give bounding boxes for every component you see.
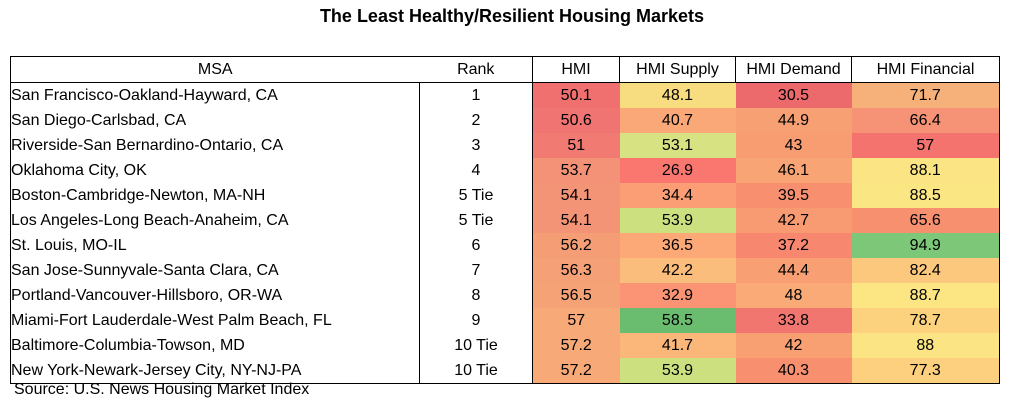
hmi-demand-value-cell: 30.5	[735, 82, 852, 108]
hmi-value-cell: 57.2	[532, 358, 620, 384]
msa-cell: Boston-Cambridge-Newton, MA-NH	[10, 183, 420, 208]
msa-cell: San Diego-Carlsbad, CA	[10, 108, 420, 133]
hmi-demand-value-cell: 42.7	[735, 208, 852, 233]
table-body: San Francisco-Oakland-Hayward, CA 1 50.1 48…	[10, 82, 1000, 384]
hmi-demand-value-cell: 39.5	[735, 183, 852, 208]
rank-cell: 7	[419, 258, 533, 283]
rank-cell: 2	[419, 108, 533, 133]
hmi-demand-value-cell: 44.4	[735, 258, 852, 283]
hmi-value-cell: 56.2	[532, 233, 620, 258]
msa-cell: Baltimore-Columbia-Towson, MD	[10, 333, 420, 358]
hmi-value-cell: 57	[532, 308, 620, 333]
rank-cell: 6	[419, 233, 533, 258]
hmi-value-cell: 57.2	[532, 333, 620, 358]
hmi-financial-value-cell: 82.4	[851, 258, 1000, 283]
table-row: Oklahoma City, OK 4 53.7 26.9 46.1 88.1	[10, 158, 1000, 183]
hmi-financial-value-cell: 57	[851, 133, 1000, 158]
hmi-value-cell: 50.1	[532, 82, 620, 108]
hmi-supply-value-cell: 42.2	[619, 258, 736, 283]
table-row: Riverside-San Bernardino-Ontario, CA 3 51 5…	[10, 133, 1000, 158]
hmi-financial-value-cell: 88.1	[851, 158, 1000, 183]
table-row: Baltimore-Columbia-Towson, MD 10 Tie 57.2 4…	[10, 333, 1000, 358]
table-row: Portland-Vancouver-Hillsboro, OR-WA 8 56.5…	[10, 283, 1000, 308]
column-header-hmi-supply: HMI Supply	[619, 56, 736, 83]
table-row: San Jose-Sunnyvale-Santa Clara, CA 7 56.3 4…	[10, 258, 1000, 283]
rank-cell: 8	[419, 283, 533, 308]
hmi-financial-value-cell: 88	[851, 333, 1000, 358]
column-header-hmi: HMI	[532, 56, 620, 83]
msa-cell: Miami-Fort Lauderdale-West Palm Beach, F…	[10, 308, 420, 333]
msa-cell: Riverside-San Bernardino-Ontario, CA	[10, 133, 420, 158]
rank-cell: 5 Tie	[419, 183, 533, 208]
hmi-value-cell: 56.3	[532, 258, 620, 283]
hmi-demand-value-cell: 40.3	[735, 358, 852, 384]
hmi-demand-value-cell: 42	[735, 333, 852, 358]
msa-cell: New York-Newark-Jersey City, NY-NJ-PA	[10, 358, 420, 384]
hmi-demand-value-cell: 48	[735, 283, 852, 308]
table-row: Boston-Cambridge-Newton, MA-NH 5 Tie 54.1 3…	[10, 183, 1000, 208]
hmi-value-cell: 50.6	[532, 108, 620, 133]
rank-cell: 4	[419, 158, 533, 183]
hmi-financial-value-cell: 94.9	[851, 233, 1000, 258]
rank-cell: 3	[419, 133, 533, 158]
msa-cell: San Jose-Sunnyvale-Santa Clara, CA	[10, 258, 420, 283]
msa-cell: St. Louis, MO-IL	[10, 233, 420, 258]
table-row: Miami-Fort Lauderdale-West Palm Beach, F…	[10, 308, 1000, 333]
rank-cell: 10 Tie	[419, 333, 533, 358]
hmi-supply-value-cell: 32.9	[619, 283, 736, 308]
hmi-value-cell: 51	[532, 133, 620, 158]
hmi-demand-value-cell: 44.9	[735, 108, 852, 133]
hmi-financial-value-cell: 66.4	[851, 108, 1000, 133]
hmi-supply-value-cell: 53.9	[619, 208, 736, 233]
column-header-hmi-financial: HMI Financial	[851, 56, 1000, 83]
table-row: San Diego-Carlsbad, CA 2 50.6 40.7 44.9 66.4	[10, 108, 1000, 133]
chart-title: The Least Healthy/Resilient Housing Mark…	[319, 6, 705, 26]
rank-cell: 9	[419, 308, 533, 333]
hmi-value-cell: 54.1	[532, 208, 620, 233]
hmi-supply-value-cell: 48.1	[619, 82, 736, 108]
msa-cell: San Francisco-Oakland-Hayward, CA	[10, 82, 420, 108]
source-note: Source: U.S. News Housing Market Index	[14, 381, 310, 398]
hmi-financial-value-cell: 88.7	[851, 283, 1000, 308]
msa-cell: Portland-Vancouver-Hillsboro, OR-WA	[10, 283, 420, 308]
msa-cell: Oklahoma City, OK	[10, 158, 420, 183]
hmi-supply-value-cell: 53.9	[619, 358, 736, 384]
hmi-demand-value-cell: 37.2	[735, 233, 852, 258]
table-row: San Francisco-Oakland-Hayward, CA 1 50.1 48…	[10, 82, 1000, 108]
hmi-supply-value-cell: 40.7	[619, 108, 736, 133]
hmi-value-cell: 56.5	[532, 283, 620, 308]
hmi-financial-value-cell: 71.7	[851, 82, 1000, 108]
hmi-supply-value-cell: 41.7	[619, 333, 736, 358]
column-header-msa: MSA	[10, 56, 420, 83]
rank-cell: 10 Tie	[419, 358, 533, 384]
table-row: St. Louis, MO-IL 6 56.2 36.5 37.2 94.9	[10, 233, 1000, 258]
hmi-supply-value-cell: 36.5	[619, 233, 736, 258]
hmi-financial-value-cell: 78.7	[851, 308, 1000, 333]
hmi-value-cell: 54.1	[532, 183, 620, 208]
table-row: New York-Newark-Jersey City, NY-NJ-PA 10 …	[10, 358, 1000, 384]
header-row: MSA Rank HMI HMI Supply HMI Demand HMI F…	[10, 56, 1000, 83]
hmi-demand-value-cell: 33.8	[735, 308, 852, 333]
hmi-supply-value-cell: 34.4	[619, 183, 736, 208]
hmi-financial-value-cell: 77.3	[851, 358, 1000, 384]
rank-cell: 1	[419, 82, 533, 108]
msa-cell: Los Angeles-Long Beach-Anaheim, CA	[10, 208, 420, 233]
hmi-supply-value-cell: 26.9	[619, 158, 736, 183]
column-header-hmi-demand: HMI Demand	[735, 56, 852, 83]
hmi-value-cell: 53.7	[532, 158, 620, 183]
housing-market-table: MSA Rank HMI HMI Supply HMI Demand HMI F…	[10, 56, 1000, 384]
hmi-supply-value-cell: 53.1	[619, 133, 736, 158]
hmi-supply-value-cell: 58.5	[619, 308, 736, 333]
hmi-financial-value-cell: 65.6	[851, 208, 1000, 233]
hmi-demand-value-cell: 46.1	[735, 158, 852, 183]
table-row: Los Angeles-Long Beach-Anaheim, CA 5 Tie 5…	[10, 208, 1000, 233]
rank-cell: 5 Tie	[419, 208, 533, 233]
column-header-rank: Rank	[419, 56, 533, 83]
hmi-demand-value-cell: 43	[735, 133, 852, 158]
hmi-financial-value-cell: 88.5	[851, 183, 1000, 208]
